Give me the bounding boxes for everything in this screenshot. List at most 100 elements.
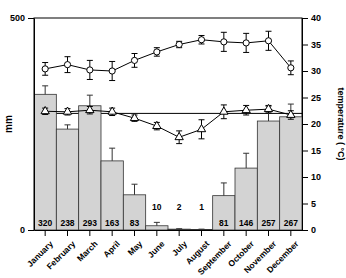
error-cap <box>221 51 227 52</box>
tick-mark <box>134 230 135 236</box>
error-bar <box>132 54 138 68</box>
tick: April <box>101 230 122 259</box>
line <box>45 40 291 71</box>
error-bar <box>266 31 272 50</box>
error-bar <box>221 183 227 196</box>
tick-mark <box>302 177 308 178</box>
tick: May <box>126 230 145 257</box>
tick-mark <box>302 71 308 72</box>
error-stem <box>89 95 90 106</box>
data-label: 267 <box>284 218 298 228</box>
data-label: 1 <box>199 202 204 212</box>
tick: March <box>75 230 100 263</box>
tick: 15 <box>302 146 321 156</box>
chart: 3202382931638310218114625726705000510152… <box>0 0 346 278</box>
marker <box>175 132 183 139</box>
data-label: 146 <box>239 218 253 228</box>
error-bar <box>42 63 48 76</box>
data-label: 2 <box>177 202 182 212</box>
error-cap <box>221 182 227 183</box>
error-bar <box>199 35 205 43</box>
tick-mark <box>302 18 308 19</box>
error-cap <box>243 52 249 53</box>
data-label: 81 <box>219 218 229 228</box>
tick-label: September <box>195 238 234 277</box>
error-cap <box>243 114 249 115</box>
bar <box>146 226 168 230</box>
error-cap <box>154 222 160 223</box>
error-cap <box>199 229 205 230</box>
marker <box>109 68 115 74</box>
error-cap <box>266 31 272 32</box>
marker <box>265 38 271 44</box>
tick-label: 30 <box>311 66 321 76</box>
tick-mark <box>268 230 269 236</box>
tick-label: 20 <box>311 119 321 129</box>
tick-label: 0 <box>311 225 316 235</box>
marker <box>87 67 93 73</box>
error-cap <box>176 130 182 131</box>
error-cap <box>243 33 249 34</box>
tick: 40 <box>302 13 321 23</box>
tick-label: 10 <box>311 172 321 182</box>
tick-label: July <box>170 239 189 258</box>
marker <box>86 105 94 112</box>
tick: 0 <box>302 225 316 235</box>
error-bar <box>176 41 182 47</box>
error-cap <box>266 112 272 113</box>
tick: June <box>146 230 167 260</box>
plot-frame <box>34 18 302 230</box>
error-bar <box>221 32 227 51</box>
marker <box>131 57 137 63</box>
tick: 30 <box>302 66 321 76</box>
error-cap <box>87 95 93 96</box>
bar <box>34 94 56 230</box>
error-bar <box>65 125 71 129</box>
error-cap <box>42 75 48 76</box>
tick-mark <box>112 230 113 236</box>
tick-label: June <box>146 239 167 260</box>
tick-mark <box>302 230 308 231</box>
error-cap <box>154 56 160 57</box>
error-stem <box>112 148 113 161</box>
error-bar <box>176 228 182 229</box>
tick-mark <box>302 98 308 99</box>
tick-label: 500 <box>10 13 25 23</box>
tick-label: 25 <box>311 93 321 103</box>
error-cap <box>199 119 205 120</box>
data-label: 320 <box>38 218 52 228</box>
bar <box>168 229 190 230</box>
error-cap <box>288 119 294 120</box>
tick-label: March <box>75 239 100 264</box>
bar <box>101 161 123 230</box>
error-cap <box>65 72 71 73</box>
error-bar <box>154 48 160 56</box>
marker <box>287 110 295 117</box>
tick: December <box>264 230 301 275</box>
tick: September <box>195 230 234 277</box>
error-bar <box>87 60 93 79</box>
error-cap <box>109 148 115 149</box>
error-stem <box>45 86 46 94</box>
tick-mark <box>156 230 157 236</box>
marker <box>64 62 70 68</box>
tick-mark <box>28 18 34 19</box>
data-label: 293 <box>83 218 97 228</box>
data-label: 163 <box>105 218 119 228</box>
plot: 3202382931638310218114625726705000510152… <box>10 13 321 276</box>
axis-line <box>35 230 303 231</box>
error-bar <box>199 229 205 230</box>
error-bar <box>154 222 160 225</box>
error-bar <box>109 61 115 80</box>
tick-mark <box>179 230 180 236</box>
data-label: 83 <box>130 218 140 228</box>
tick-label: 40 <box>311 13 321 23</box>
error-bar <box>288 61 294 75</box>
tick-mark <box>302 204 308 205</box>
error-stem <box>246 153 247 168</box>
error-bar <box>243 153 249 168</box>
tick-mark <box>302 151 308 152</box>
tick-label: 35 <box>311 40 321 50</box>
data-label: 257 <box>261 218 275 228</box>
x-axis: JanuaryFebruaryMarchAprilMayJuneJulyAugu… <box>25 230 303 277</box>
